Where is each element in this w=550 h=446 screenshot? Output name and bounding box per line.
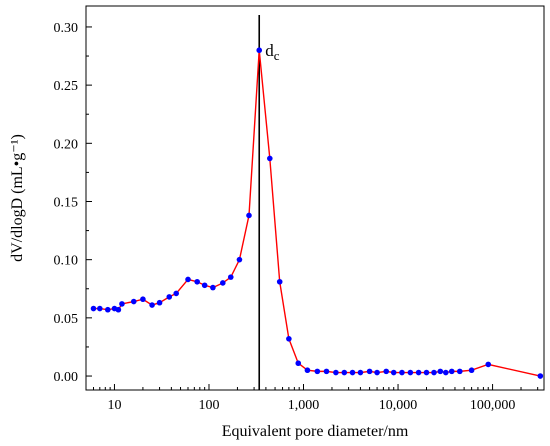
data-point	[437, 368, 444, 375]
data-point	[156, 299, 163, 306]
data-point	[314, 368, 321, 375]
data-point	[383, 368, 390, 375]
y-tick-label: 0.30	[54, 21, 79, 36]
data-point	[423, 369, 430, 376]
data-point	[210, 284, 216, 291]
data-layer	[90, 15, 544, 390]
data-point	[349, 369, 356, 376]
data-point	[431, 369, 437, 376]
data-point	[485, 361, 492, 368]
data-point	[407, 369, 414, 376]
data-point	[166, 294, 173, 300]
data-point	[173, 290, 180, 297]
data-point	[185, 276, 191, 283]
data-point	[323, 368, 330, 375]
y-tick-label: 0.20	[54, 137, 79, 152]
x-tick-label: 1,000	[288, 398, 320, 413]
data-point	[115, 306, 122, 313]
data-point	[246, 212, 252, 219]
data-point	[333, 369, 339, 376]
data-point	[194, 278, 200, 285]
x-tick-label: 100	[198, 398, 219, 413]
data-point	[456, 368, 463, 375]
data-point	[236, 256, 243, 263]
x-tick-label: 100,000	[470, 398, 516, 413]
data-point	[140, 296, 146, 303]
data-point	[97, 305, 103, 312]
dc-annotation: dc	[265, 41, 280, 63]
data-point	[468, 367, 475, 374]
data-point	[295, 360, 302, 367]
y-tick-label: 0.25	[54, 79, 79, 94]
data-point	[267, 155, 273, 162]
data-point	[219, 280, 226, 286]
data-point	[357, 369, 364, 376]
data-point	[442, 369, 449, 376]
y-tick-label: 0.15	[54, 195, 79, 210]
series-line	[93, 50, 541, 377]
data-point	[201, 282, 208, 289]
data-point	[390, 369, 397, 376]
y-axis-title: dV/dlogD (mL•g⁻¹)	[9, 134, 26, 262]
y-tick-label: 0.05	[54, 312, 79, 327]
data-point	[286, 336, 292, 342]
data-point	[415, 369, 422, 376]
data-point	[227, 274, 234, 280]
data-point	[374, 369, 380, 376]
plot-frame	[85, 5, 545, 391]
x-axis-title: Equivalent pore diameter/nm	[222, 423, 409, 440]
data-point	[304, 367, 311, 374]
data-point	[399, 369, 405, 376]
data-point	[276, 278, 283, 285]
data-point	[256, 47, 263, 54]
data-point	[130, 298, 137, 305]
data-point	[104, 306, 111, 313]
y-tick-label: 0.10	[54, 254, 79, 269]
axis-ticks: 10 100 1,000 10,000 100,000 0.00 0.05 0.10 0.15 0…	[54, 21, 539, 413]
data-point	[90, 305, 97, 312]
data-point	[341, 369, 348, 376]
data-point	[149, 302, 155, 308]
data-point	[119, 301, 125, 307]
data-point	[537, 373, 544, 379]
x-tick-label: 10	[107, 398, 121, 413]
x-tick-label: 10,000	[379, 398, 418, 413]
y-tick-label: 0.00	[54, 370, 79, 385]
data-point	[448, 368, 455, 375]
data-point	[366, 368, 373, 375]
